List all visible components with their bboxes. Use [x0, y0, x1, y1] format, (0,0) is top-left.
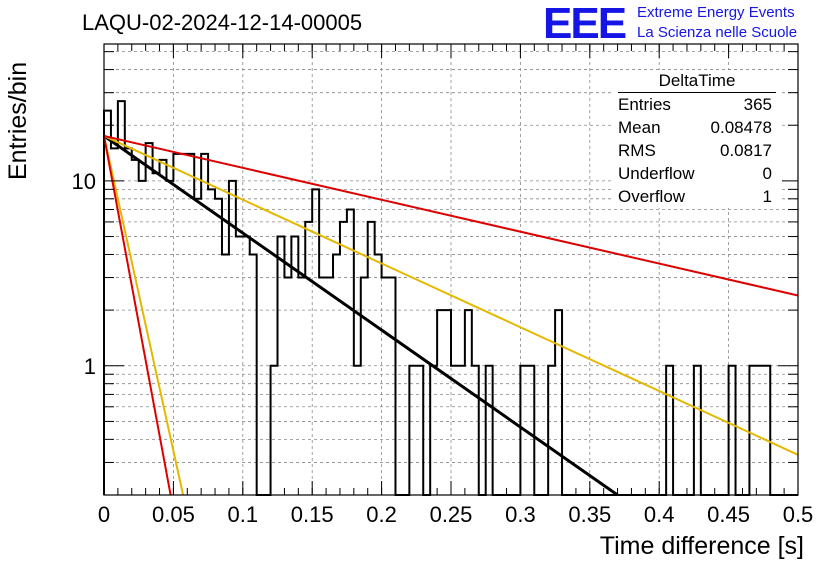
y-tick-label: 10 [72, 169, 96, 194]
fit-curve [104, 134, 619, 495]
x-tick-label: 0.3 [505, 502, 536, 527]
stats-label: Entries [618, 95, 671, 114]
stats-box: DeltaTime Entries 365 Mean 0.08478 RMS 0.08… [612, 70, 782, 208]
stats-row-mean: Mean 0.08478 [612, 116, 782, 139]
y-axis-label: Entries/bin [4, 61, 32, 180]
x-tick-label: 0.5 [783, 502, 814, 527]
stats-row-entries: Entries 365 [612, 93, 782, 116]
stats-value: 365 [743, 95, 772, 114]
x-tick-label: 0.4 [644, 502, 675, 527]
x-tick-label: 0 [98, 502, 110, 527]
x-tick-label: 0.35 [568, 502, 611, 527]
stats-label: RMS [618, 141, 656, 160]
x-tick-label: 0.25 [430, 502, 473, 527]
stats-label: Overflow [618, 187, 686, 206]
stats-row-overflow: Overflow 1 [612, 185, 782, 208]
fit-curves [104, 134, 798, 495]
plot-title: LAQU-02-2024-12-14-00005 [82, 10, 363, 35]
plot-frame [103, 43, 799, 496]
eee-logo-text: Extreme Energy Events La Scienza nelle S… [637, 3, 797, 43]
stats-value: 0.0817 [720, 141, 772, 160]
x-tick-label: 0.1 [228, 502, 259, 527]
stats-value: 1 [762, 187, 772, 206]
x-tick-label: 0.05 [152, 502, 195, 527]
stats-value: 0.08478 [710, 118, 772, 137]
stats-label: Underflow [618, 164, 695, 183]
x-tick-label: 0.45 [707, 502, 750, 527]
eee-logo-line1: Extreme Energy Events [637, 4, 795, 21]
fit-curve [104, 135, 798, 456]
stats-row-underflow: Underflow 0 [612, 162, 782, 185]
eee-logo-mark: EEE [543, 0, 627, 48]
fit-curve [104, 135, 185, 495]
eee-logo-line2: La Scienza nelle Scuole [637, 24, 798, 41]
stats-title: DeltaTime [618, 70, 776, 93]
tick-labels: 0 0.05 0.1 0.15 0.2 0.25 0.3 0.35 0.4 0.45 0.5 1 10 [72, 169, 814, 527]
x-axis-label: Time difference [s] [599, 532, 804, 560]
fit-curve [104, 134, 798, 297]
stats-row-rms: RMS 0.0817 [612, 139, 782, 162]
x-tick-label: 0.15 [291, 502, 334, 527]
stats-value: 0 [762, 164, 772, 183]
fit-curve [104, 135, 172, 495]
stats-label: Mean [618, 118, 661, 137]
x-tick-label: 0.2 [366, 502, 397, 527]
y-tick-label: 1 [84, 354, 96, 379]
